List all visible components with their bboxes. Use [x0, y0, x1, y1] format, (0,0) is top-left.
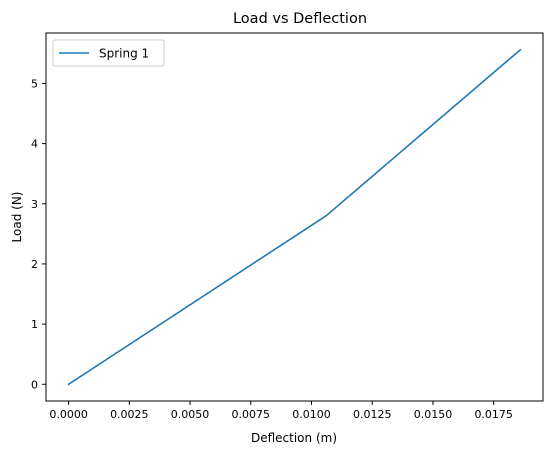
x-axis-ticks: 0.0000 0.0025 0.0050 0.0075 0.0100 0.0125 0.01…	[49, 401, 513, 421]
x-tick-label: 0.0175	[474, 408, 513, 421]
x-tick-label: 0.0150	[414, 408, 453, 421]
plot-area: 0.0000 0.0025 0.0050 0.0075 0.0100 0.0125 0.01…	[31, 32, 544, 421]
series-lines	[67, 48, 522, 386]
y-tick-label: 3	[31, 198, 38, 211]
x-tick-label: 0.0000	[49, 408, 88, 421]
x-tick-label: 0.0025	[110, 408, 149, 421]
y-axis-ticks: 0 1 2 3 4 5	[31, 77, 46, 391]
y-axis-label: Load (N)	[10, 192, 24, 243]
y-tick-label: 5	[31, 77, 38, 90]
plot-frame	[45, 32, 544, 402]
y-tick-label: 0	[31, 378, 38, 391]
legend: Spring 1	[52, 39, 165, 67]
y-tick-label: 2	[31, 258, 38, 271]
legend-label-spring-1: Spring 1	[99, 47, 149, 61]
x-tick-label: 0.0125	[353, 408, 392, 421]
x-axis-label: Deflection (m)	[251, 431, 337, 445]
x-tick-label: 0.0075	[232, 408, 271, 421]
legend-box	[52, 39, 165, 67]
x-tick-label: 0.0100	[292, 408, 331, 421]
chart-title: Load vs Deflection	[233, 11, 367, 27]
y-tick-label: 4	[31, 138, 38, 151]
y-tick-label: 1	[31, 318, 38, 331]
series-line-spring-1	[67, 48, 522, 386]
x-tick-label: 0.0050	[171, 408, 210, 421]
